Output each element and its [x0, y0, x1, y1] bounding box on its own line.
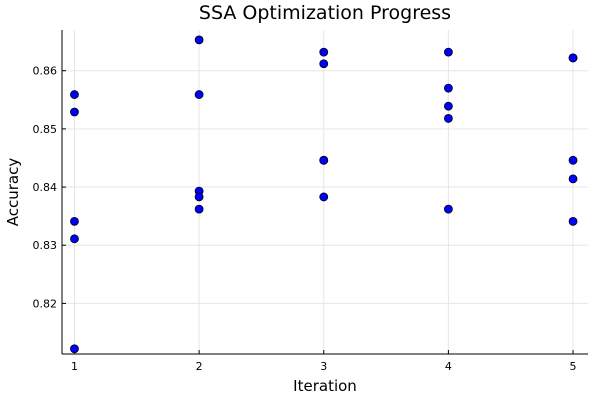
data-point	[443, 204, 453, 214]
x-ticks: 1 2 3 4 5	[71, 350, 577, 373]
x-axis-label: Iteration	[293, 377, 357, 395]
data-point	[70, 344, 79, 354]
y-tick-label: 0.82	[33, 297, 58, 310]
data-point	[568, 216, 578, 226]
x-tick-label: 2	[196, 360, 203, 373]
x-tick-label: 1	[71, 360, 78, 373]
y-ticks: 0.82 0.83 0.84 0.85 0.86	[33, 65, 66, 310]
data-point	[194, 90, 204, 99]
y-tick-label: 0.83	[33, 239, 58, 252]
data-points	[70, 35, 578, 354]
y-axis-label: Accuracy	[4, 158, 22, 227]
data-point	[443, 101, 453, 111]
data-point	[319, 155, 329, 165]
data-point	[568, 174, 578, 184]
data-point	[319, 192, 329, 202]
x-tick-label: 3	[320, 360, 327, 373]
data-point	[568, 53, 578, 63]
data-point	[568, 155, 578, 165]
x-tick-label: 5	[570, 360, 577, 373]
data-point	[319, 47, 329, 57]
data-point	[70, 90, 79, 99]
data-point	[70, 107, 79, 117]
data-point	[194, 204, 204, 214]
data-point	[443, 114, 453, 123]
y-tick-label: 0.85	[33, 123, 58, 136]
data-point	[319, 59, 329, 69]
data-point	[443, 83, 453, 93]
grid	[62, 30, 588, 354]
chart-title: SSA Optimization Progress	[199, 2, 451, 24]
y-tick-label: 0.84	[33, 181, 58, 194]
x-tick-label: 4	[445, 360, 452, 373]
data-point	[194, 35, 204, 45]
data-point	[70, 234, 79, 244]
data-point	[194, 192, 204, 202]
data-point	[443, 47, 453, 57]
data-point	[70, 216, 79, 226]
y-tick-label: 0.86	[33, 65, 58, 78]
axes	[61, 30, 588, 355]
